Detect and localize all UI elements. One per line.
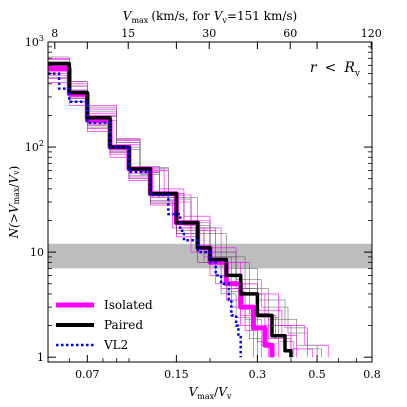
top-tick-label-3: 60: [283, 27, 297, 40]
y-axis-title-denom-sub: v: [12, 170, 21, 176]
x-axis-title-main: V: [189, 385, 199, 399]
top-tick-label-0: 8: [51, 27, 58, 40]
axis-ticks: 0.07 0.15 0.3 0.5 0.8 8 15 30 60 120 1 10 102 103: [25, 27, 382, 381]
series-line-vl2: [48, 72, 242, 358]
top-axis-title-ref-value: =151 km/s): [227, 9, 297, 23]
x-tick-label-2: 0.3: [249, 368, 267, 381]
main-series: [48, 62, 293, 358]
series-line-paired: [48, 62, 293, 358]
legend-label-isolated: Isolated: [104, 298, 153, 312]
ensemble-curves: [48, 56, 329, 358]
x-axis-title-denom: V: [218, 385, 228, 399]
ensemble-curve-0-1: [48, 78, 258, 358]
series-line-isolated: [48, 66, 275, 358]
legend: Isolated Paired VL2: [56, 298, 153, 352]
x-axis-title-denom-sub: v: [226, 392, 232, 401]
top-axis-title-unit: (km/s, for: [151, 9, 213, 23]
top-axis-title-ref: V: [214, 9, 224, 23]
top-tick-label-1: 15: [121, 27, 135, 40]
ensemble-curve-0-3: [48, 71, 279, 358]
top-tick-label-2: 30: [202, 27, 216, 40]
annotation-main: r: [310, 60, 318, 76]
y-axis-title-main: V: [7, 203, 21, 213]
ensemble-curve-0-4: [48, 59, 329, 358]
x-tick-label-1: 0.15: [164, 368, 189, 381]
y-tick-label-2: 102: [25, 139, 44, 154]
annotation-rhs: R: [343, 60, 355, 76]
top-axis-title: Vmax (km/s, for Vv=151 km/s): [123, 9, 297, 25]
top-axis-title-main-sub: max: [131, 16, 148, 25]
y-tick-label-1: 10: [30, 246, 44, 259]
top-tick-label-4: 120: [361, 27, 382, 40]
x-axis-title-main-sub: max: [197, 392, 214, 401]
x-axis-title-slash: /: [214, 385, 219, 399]
y-tick-label-3: 103: [25, 34, 44, 49]
plot-frame: [47, 41, 373, 363]
y-axis-title-slash: /: [7, 183, 21, 188]
legend-label-paired: Paired: [104, 318, 143, 332]
y-axis-title-suffix: ): [7, 166, 21, 171]
y-axis-title: N(>Vmax/Vv): [7, 166, 22, 240]
annotation-operator: <: [325, 60, 337, 76]
x-tick-label-3: 0.5: [308, 368, 326, 381]
x-tick-label-0: 0.07: [75, 368, 100, 381]
x-tick-label-4: 0.8: [363, 368, 381, 381]
ensemble-curve-1-4: [48, 73, 273, 358]
region-annotation: r < Rv: [310, 60, 361, 79]
legend-label-vl2: VL2: [103, 338, 128, 352]
y-axis-title-prefix: N(>: [7, 213, 21, 239]
y-axis-title-main-sub: max: [12, 187, 21, 204]
top-axis-title-ref-sub: v: [221, 16, 227, 25]
y-axis-title-denom: V: [7, 174, 21, 184]
ensemble-curve-1-2: [48, 77, 262, 358]
annotation-rhs-sub: v: [354, 69, 361, 79]
y-tick-label-0: 1: [37, 351, 44, 364]
x-axis-title: Vmax/Vv: [189, 385, 232, 401]
ensemble-curve-0-5: [48, 75, 254, 358]
top-axis-title-main: V: [123, 9, 133, 23]
